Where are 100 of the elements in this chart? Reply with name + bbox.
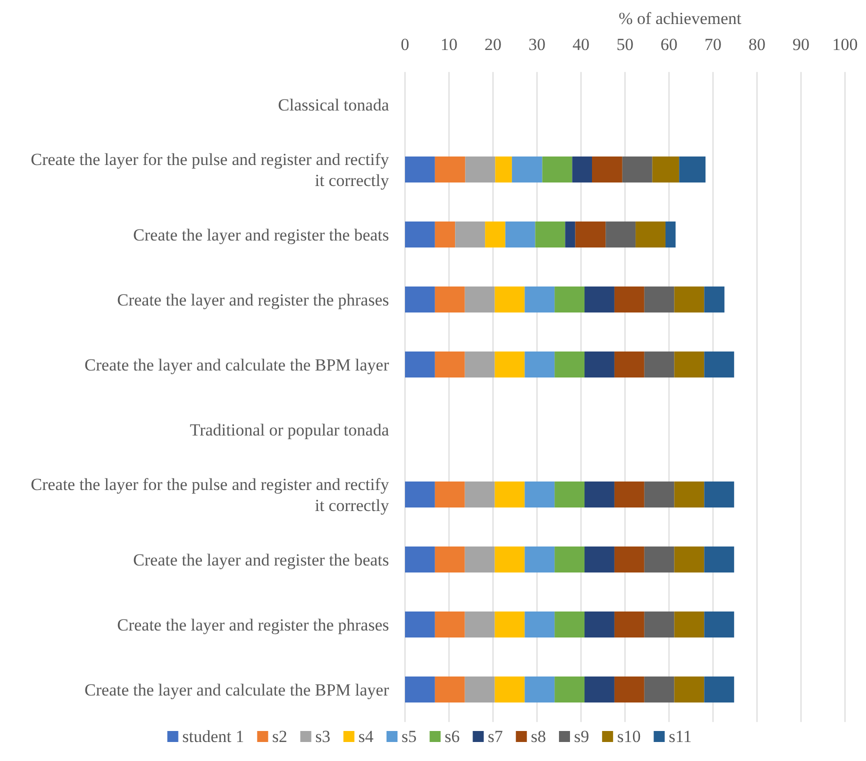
y-tick-label: Create the layer and calculate the BPM layer: [84, 680, 390, 700]
x-tick-label: 40: [572, 35, 590, 54]
bar: [554, 482, 585, 508]
bar: [434, 286, 465, 312]
legend-label: s8: [530, 727, 546, 746]
bar: [584, 286, 614, 312]
bar: [464, 286, 495, 312]
bar: [465, 156, 496, 182]
bar: [674, 546, 704, 572]
legend-label: s11: [668, 727, 692, 746]
bar: [524, 612, 555, 638]
bar: [524, 482, 555, 508]
bar: [405, 676, 435, 702]
bar: [434, 352, 465, 378]
bar: [494, 676, 525, 702]
y-tick-label: Create the layer and register the phrases: [117, 616, 389, 634]
bar: [464, 612, 495, 638]
bar: [434, 482, 465, 508]
bar: [434, 222, 456, 248]
bar: [665, 222, 676, 248]
bar: [542, 156, 572, 182]
bar: [512, 156, 542, 182]
bar: [405, 286, 435, 312]
x-tick-label: 30: [528, 35, 546, 54]
bar: [524, 546, 555, 572]
x-tick-label: 90: [792, 35, 810, 54]
bar: [494, 612, 525, 638]
legend-label: s4: [358, 727, 374, 746]
bar: [584, 352, 614, 378]
bar: [494, 546, 525, 572]
x-tick-label: 80: [748, 35, 766, 54]
bar: [494, 482, 525, 508]
x-tick-label: 20: [484, 35, 502, 54]
bar: [405, 482, 435, 508]
legend-label: s2: [272, 727, 288, 746]
x-tick-label: 60: [660, 35, 678, 54]
bar: [674, 612, 704, 638]
bar: [494, 286, 525, 312]
bar: [704, 546, 734, 572]
bar: [644, 612, 674, 638]
bar: [592, 156, 622, 182]
bar: [652, 156, 680, 182]
bar: [535, 222, 566, 248]
x-tick-label: 100: [832, 35, 858, 54]
bar: [614, 352, 644, 378]
bar: [434, 156, 466, 182]
bar: [565, 222, 576, 248]
x-axis-title: % of achievement: [618, 9, 742, 28]
bar: [505, 222, 536, 248]
y-tick-label: Create the layer and calculate the BPM layer: [84, 356, 390, 374]
bar: [405, 222, 435, 248]
bar: [464, 676, 495, 702]
bar: [572, 156, 592, 182]
bar: [674, 482, 704, 508]
bar: [584, 482, 614, 508]
bar: [464, 352, 495, 378]
bar: [485, 222, 506, 248]
bar: [606, 222, 636, 248]
bar: [704, 612, 734, 638]
bar: [554, 352, 585, 378]
bar: [614, 482, 644, 508]
bar: [584, 612, 614, 638]
bar: [405, 156, 435, 182]
bar: [464, 482, 495, 508]
bar: [524, 676, 555, 702]
x-tick-label: 50: [616, 35, 634, 54]
bar: [644, 352, 674, 378]
bar: [614, 676, 644, 702]
bar: [644, 482, 674, 508]
bar: [434, 612, 465, 638]
x-tick-label: 10: [440, 35, 458, 54]
bar: [575, 222, 606, 248]
bar: [554, 286, 585, 312]
legend-label: student 1: [182, 727, 244, 746]
bar: [554, 612, 585, 638]
bar: [674, 676, 704, 702]
y-tick-label: Classical tonada: [278, 96, 390, 114]
bar: [644, 286, 674, 312]
bar: [405, 612, 435, 638]
bar: [614, 286, 644, 312]
bar: [554, 676, 585, 702]
legend-label: s6: [444, 727, 460, 746]
bar: [524, 352, 555, 378]
legend-label: s10: [617, 727, 641, 746]
bar: [674, 286, 704, 312]
bar: [614, 612, 644, 638]
bar: [674, 352, 704, 378]
legend-label: s5: [402, 727, 417, 746]
bar: [524, 286, 555, 312]
legend-label: s9: [574, 727, 590, 746]
bar: [554, 546, 585, 572]
bar: [704, 352, 734, 378]
bar: [405, 546, 435, 572]
y-tick-label: Create the layer and register the beats: [133, 226, 389, 244]
bar: [679, 156, 706, 182]
bar: [434, 676, 465, 702]
bar: [704, 286, 724, 312]
bar: [644, 676, 674, 702]
bar: [495, 156, 512, 182]
bar: [405, 352, 435, 378]
